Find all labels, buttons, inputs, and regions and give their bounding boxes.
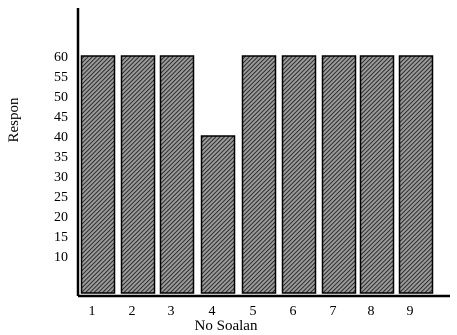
y-tick-label: 20 [54, 210, 68, 225]
bar-4 [200, 135, 236, 294]
bar-5 [241, 55, 277, 294]
x-tick-label: 4 [209, 304, 216, 319]
x-tick-label: 7 [330, 304, 337, 319]
x-tick-label: 3 [168, 304, 175, 319]
bar-8 [359, 55, 395, 294]
y-tick-label: 60 [54, 50, 68, 65]
y-tick-label: 55 [54, 70, 68, 85]
bar-7 [321, 55, 357, 294]
y-tick-label: 40 [54, 130, 68, 145]
bar-3 [159, 55, 195, 294]
y-tick-label: 50 [54, 90, 68, 105]
bar-2 [120, 55, 156, 294]
y-tick-label: 10 [54, 250, 68, 265]
y-axis-ticks: 10 15 20 25 30 35 40 45 50 55 60 [54, 50, 68, 265]
x-axis-ticks: 1 2 3 4 5 6 7 8 9 [89, 304, 414, 319]
x-tick-label: 1 [89, 304, 96, 319]
y-tick-label: 45 [54, 110, 68, 125]
x-tick-label: 6 [290, 304, 297, 319]
x-tick-label: 8 [368, 304, 375, 319]
y-tick-label: 25 [54, 190, 68, 205]
x-tick-label: 5 [250, 304, 257, 319]
bar-6 [281, 55, 317, 294]
x-axis-title: No Soalan [195, 318, 258, 334]
y-axis-title: Respon [6, 97, 22, 143]
y-tick-label: 30 [54, 170, 68, 185]
bar-9 [398, 55, 434, 294]
bar-1 [80, 55, 116, 294]
bars [80, 55, 434, 294]
x-tick-label: 2 [129, 304, 136, 319]
x-tick-label: 9 [407, 304, 414, 319]
y-tick-label: 35 [54, 150, 68, 165]
y-tick-label: 15 [54, 230, 68, 245]
